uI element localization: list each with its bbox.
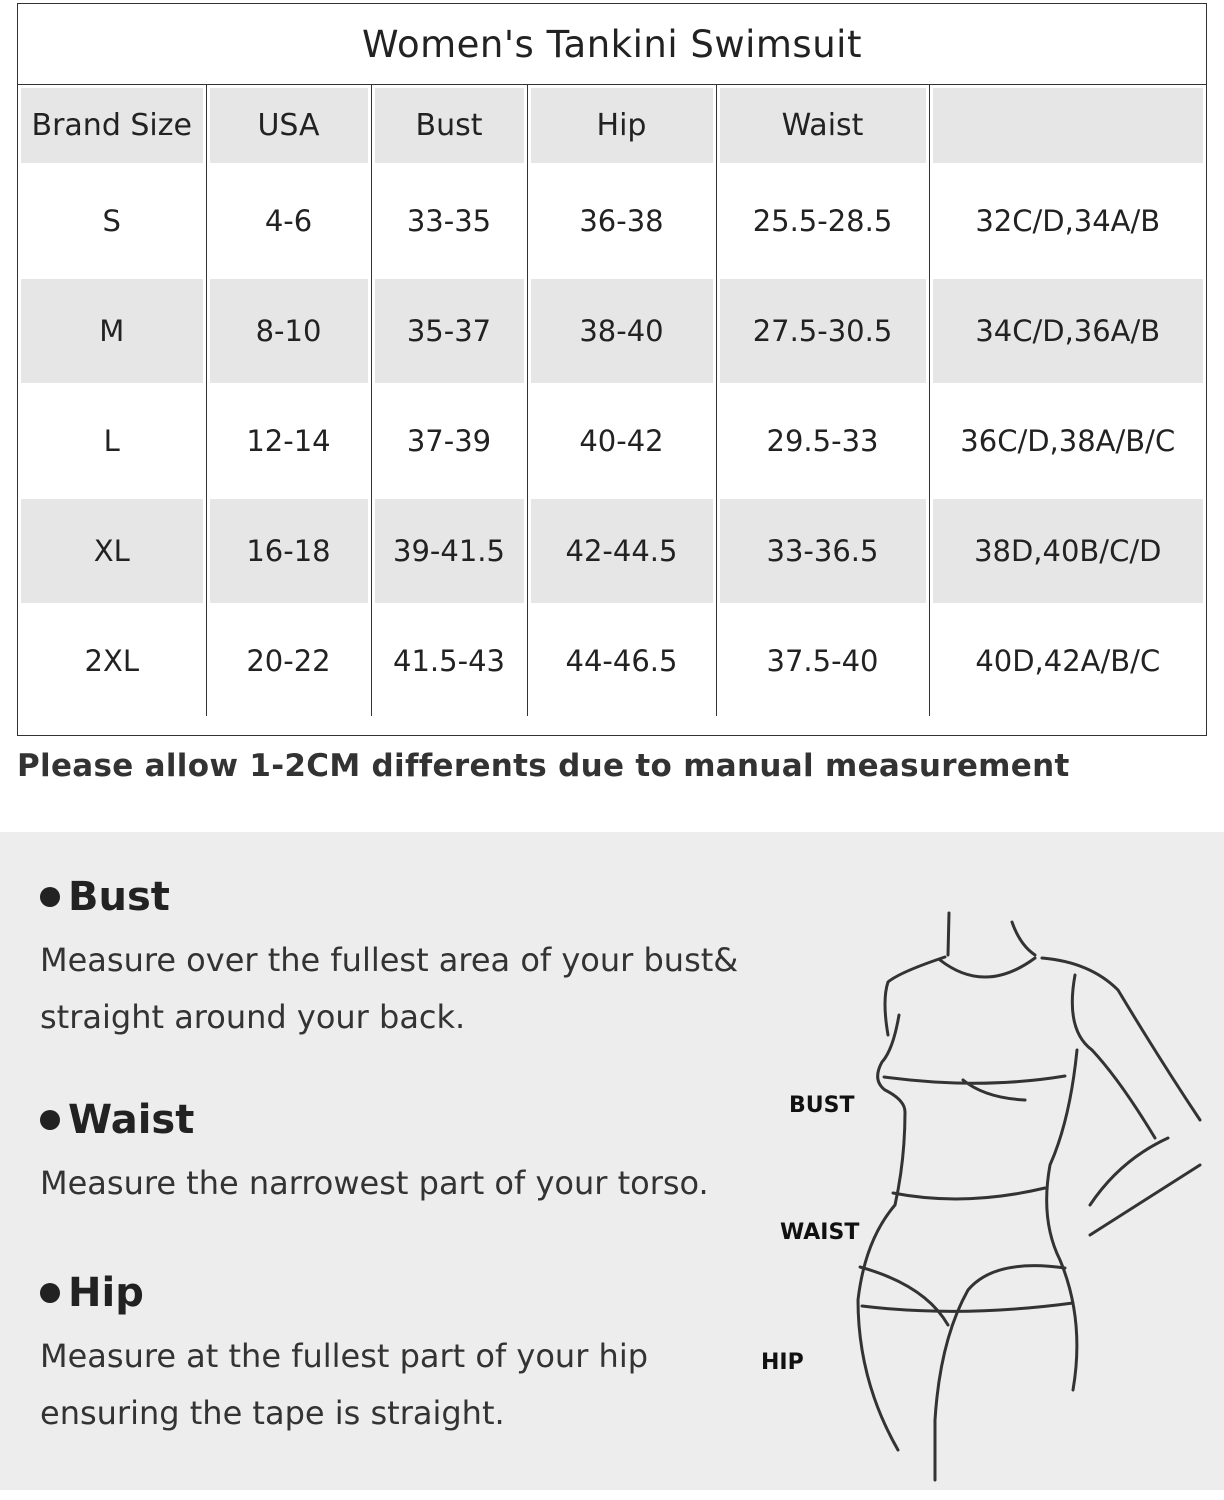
table-cell: 34C/D,36A/B bbox=[932, 279, 1203, 383]
size-row: M 8-10 35-37 38-40 27.5-30.5 34C/D,36A/B bbox=[18, 276, 1206, 386]
table-cell: 37.5-40 bbox=[766, 644, 879, 678]
guide-heading: Bust bbox=[68, 874, 170, 920]
waist-guide: Waist Measure the narrowest part of your… bbox=[40, 1097, 709, 1212]
table-cell: 8-10 bbox=[209, 279, 368, 383]
table-cell: 39-41.5 bbox=[374, 499, 524, 603]
bullet-icon bbox=[40, 1110, 60, 1130]
hip-label: HIP bbox=[761, 1350, 804, 1375]
guide-text: Measure over the fullest area of your bu… bbox=[40, 941, 739, 1036]
hip-guide: Hip Measure at the fullest part of your … bbox=[40, 1270, 680, 1442]
size-row: XL 16-18 39-41.5 42-44.5 33-36.5 38D,40B/C/D bbox=[18, 496, 1206, 606]
table-cell: 25.5-28.5 bbox=[752, 204, 893, 238]
measure-guide-panel: Bust Measure over the fullest area of yo… bbox=[0, 832, 1224, 1490]
table-cell: S bbox=[102, 204, 121, 238]
table-cell: 20-22 bbox=[246, 644, 331, 678]
table-cell: 12-14 bbox=[246, 424, 331, 458]
size-row: S 4-6 33-35 36-38 25.5-28.5 32C/D,34A/B bbox=[18, 166, 1206, 276]
table-cell: 32C/D,34A/B bbox=[975, 204, 1161, 238]
table-cell: 40-42 bbox=[579, 424, 664, 458]
table-cell: 27.5-30.5 bbox=[719, 279, 926, 383]
header-cell: Brand Size bbox=[21, 88, 203, 163]
table-cell: 36C/D,38A/B/C bbox=[960, 424, 1176, 458]
table-cell: 29.5-33 bbox=[766, 424, 879, 458]
table-cell: 44-46.5 bbox=[565, 644, 678, 678]
waist-label: WAIST bbox=[780, 1220, 860, 1245]
header-cell bbox=[932, 88, 1203, 163]
header-cell: Hip bbox=[530, 88, 713, 163]
guide-heading: Waist bbox=[68, 1097, 195, 1143]
header-cell: Bust bbox=[374, 88, 524, 163]
table-cell: 2XL bbox=[84, 644, 139, 678]
table-cell: 36-38 bbox=[579, 204, 664, 238]
bust-guide: Bust Measure over the fullest area of yo… bbox=[40, 874, 760, 1046]
header-cell: USA bbox=[209, 88, 368, 163]
table-cell: L bbox=[103, 424, 120, 458]
table-cell: 33-36.5 bbox=[719, 499, 926, 603]
table-cell: XL bbox=[21, 499, 203, 603]
guide-heading: Hip bbox=[68, 1270, 144, 1316]
bullet-icon bbox=[40, 1283, 60, 1303]
guide-text: Measure at the fullest part of your hip … bbox=[40, 1337, 649, 1432]
size-row: 2XL 20-22 41.5-43 44-46.5 37.5-40 40D,42A/B/C bbox=[18, 606, 1206, 716]
guide-text: Measure the narrowest part of your torso… bbox=[40, 1164, 709, 1202]
measurement-note: Please allow 1-2CM differents due to man… bbox=[17, 748, 1070, 784]
table-cell: 38-40 bbox=[530, 279, 713, 383]
size-table: Brand Size USA Bust Hip Waist S 4-6 33-35 3… bbox=[18, 85, 1206, 716]
header-row: Brand Size USA Bust Hip Waist bbox=[18, 85, 1206, 166]
table-cell: 37-39 bbox=[406, 424, 492, 458]
table-cell: 33-35 bbox=[406, 204, 492, 238]
table-cell: 41.5-43 bbox=[393, 644, 505, 678]
table-cell: 38D,40B/C/D bbox=[932, 499, 1203, 603]
bust-label: BUST bbox=[789, 1093, 855, 1118]
chart-title: Women's Tankini Swimsuit bbox=[18, 4, 1206, 85]
table-cell: 42-44.5 bbox=[530, 499, 713, 603]
table-cell: 35-37 bbox=[374, 279, 524, 383]
size-row: L 12-14 37-39 40-42 29.5-33 36C/D,38A/B/C bbox=[18, 386, 1206, 496]
table-cell: 4-6 bbox=[264, 204, 313, 238]
bullet-icon bbox=[40, 887, 60, 907]
header-cell: Waist bbox=[719, 88, 926, 163]
table-cell: 16-18 bbox=[209, 499, 368, 603]
size-chart: Women's Tankini Swimsuit Brand Size USA … bbox=[17, 3, 1207, 736]
table-cell: M bbox=[21, 279, 203, 383]
table-cell: 40D,42A/B/C bbox=[975, 644, 1161, 678]
